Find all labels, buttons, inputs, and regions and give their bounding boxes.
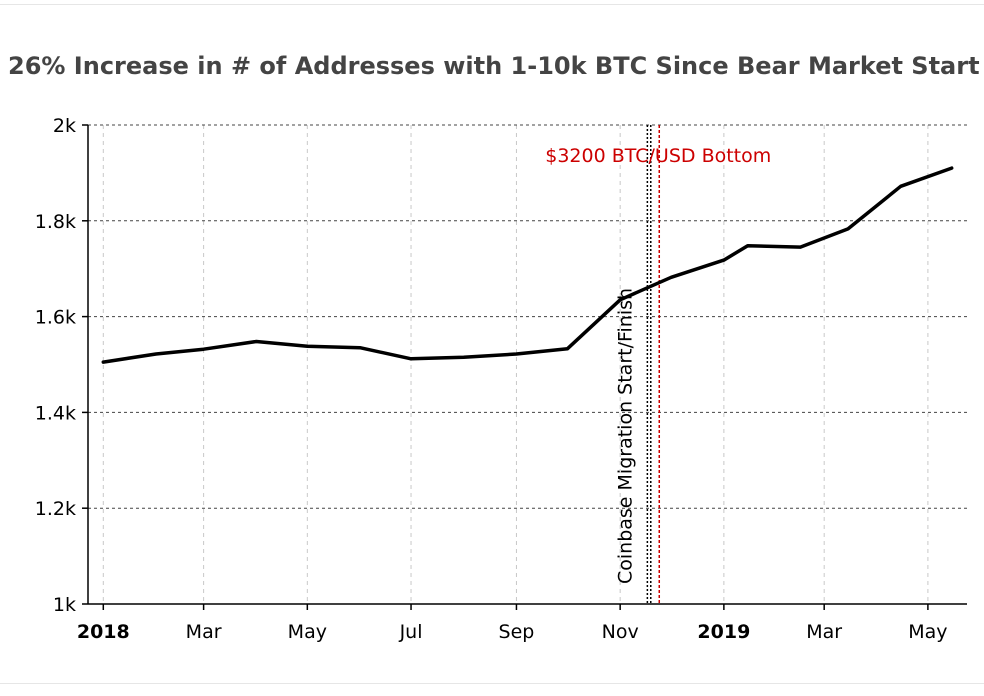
bottom-divider <box>0 683 984 684</box>
y-tick-label-0: 1k <box>53 594 76 616</box>
x-tick-label-7: Mar <box>806 621 842 643</box>
y-tick-label-2: 1.4k <box>35 402 76 424</box>
annotation-label-0: Coinbase Migration Start/Finish <box>614 288 636 584</box>
y-tick-label-4: 1.8k <box>35 211 76 233</box>
top-divider <box>0 4 984 5</box>
y-tick-label-5: 2k <box>53 115 76 137</box>
x-tick-label-6: 2019 <box>697 621 750 643</box>
y-tick-label-1: 1.2k <box>35 498 76 520</box>
x-tick-label-2: May <box>288 621 327 643</box>
x-tick-label-4: Sep <box>499 621 535 643</box>
y-tick-label-3: 1.6k <box>35 307 76 329</box>
series-line-0 <box>101 166 954 364</box>
chart-title: 26% Increase in # of Addresses with 1-10… <box>8 52 980 80</box>
x-tick-label-1: Mar <box>186 621 222 643</box>
x-tick-label-0: 2018 <box>77 621 130 643</box>
x-tick-label-8: May <box>908 621 947 643</box>
x-tick-label-5: Nov <box>602 621 639 643</box>
x-tick-label-3: Jul <box>399 621 423 643</box>
annotation-label-2: $3200 BTC/USD Bottom <box>545 145 771 167</box>
